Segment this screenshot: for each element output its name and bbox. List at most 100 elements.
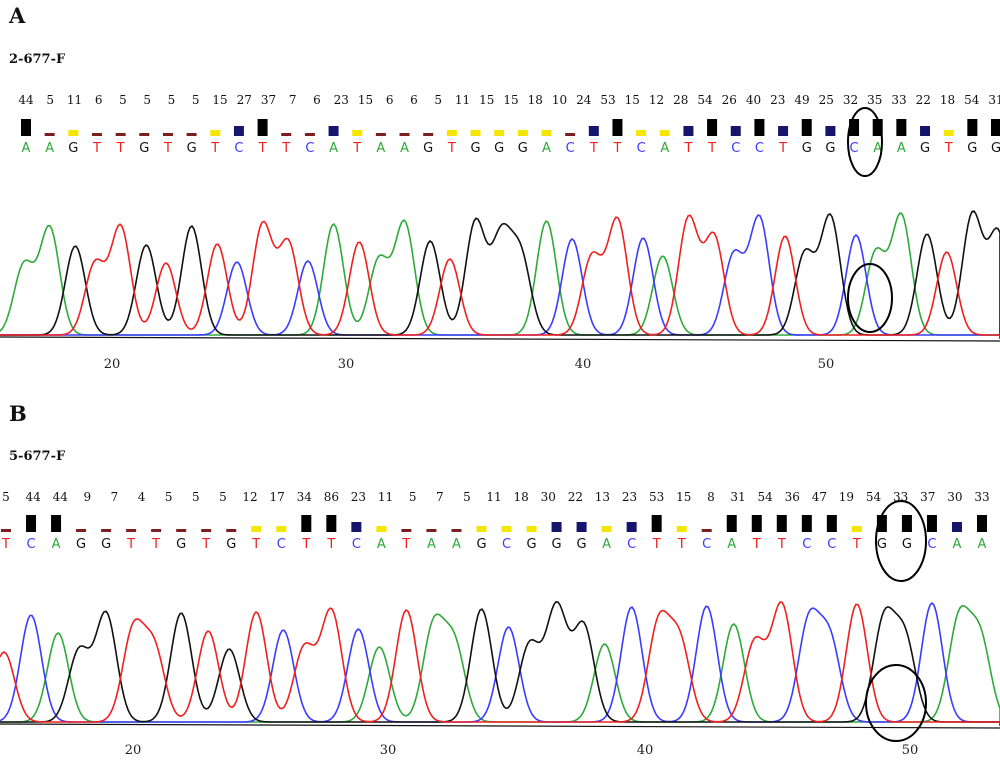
quality-bar bbox=[565, 133, 576, 136]
quality-value: 7 bbox=[436, 490, 444, 504]
axis-tick-label: 20 bbox=[125, 743, 142, 758]
quality-bar bbox=[676, 526, 687, 532]
base-call: C bbox=[802, 537, 811, 552]
quality-value: 37 bbox=[261, 93, 276, 107]
base-call: T bbox=[612, 141, 621, 156]
quality-bar bbox=[701, 529, 712, 532]
panel-b: B 5-677-F 5 44 44 9 7 4 5 5 5 12 17 34 86 23 11 5 7 5 11 18… bbox=[0, 387, 1000, 773]
trace-C bbox=[0, 601, 1000, 726]
base-call: A bbox=[873, 141, 882, 156]
quality-value: 5 bbox=[463, 490, 471, 504]
base-call: G bbox=[101, 537, 111, 552]
quality-value: 53 bbox=[600, 93, 615, 107]
quality-value: 18 bbox=[940, 93, 955, 107]
base-call: G bbox=[423, 141, 433, 156]
quality-bar bbox=[151, 529, 162, 532]
quality-bar bbox=[801, 515, 812, 532]
base-call: C bbox=[277, 537, 286, 552]
quality-value: 25 bbox=[819, 93, 834, 107]
quality-bar bbox=[352, 130, 363, 136]
quality-bar bbox=[726, 515, 737, 532]
quality-bar bbox=[375, 133, 386, 136]
quality-bar bbox=[636, 130, 647, 136]
quality-value: 37 bbox=[920, 490, 935, 504]
quality-bar bbox=[276, 526, 287, 532]
quality-bar bbox=[778, 126, 789, 136]
base-call: A bbox=[45, 141, 54, 156]
quality-bar bbox=[401, 529, 412, 532]
base-call: G bbox=[226, 537, 236, 552]
base-call: G bbox=[552, 537, 562, 552]
quality-bar bbox=[376, 526, 387, 532]
base-call: A bbox=[52, 537, 61, 552]
quality-value: 5 bbox=[165, 490, 173, 504]
base-call: G bbox=[825, 141, 835, 156]
quality-value: 30 bbox=[947, 490, 962, 504]
quality-value: 15 bbox=[212, 93, 227, 107]
base-call: A bbox=[22, 141, 31, 156]
quality-value: 8 bbox=[707, 490, 715, 504]
quality-bar bbox=[139, 133, 150, 136]
quality-value: 54 bbox=[964, 93, 980, 107]
base-call: C bbox=[702, 537, 711, 552]
quality-bar bbox=[801, 119, 812, 136]
base-call: G bbox=[494, 141, 504, 156]
quality-value: 6 bbox=[386, 93, 394, 107]
base-call: T bbox=[652, 537, 661, 552]
quality-bar bbox=[301, 515, 312, 532]
quality-bar bbox=[176, 529, 187, 532]
trace-G bbox=[0, 210, 1000, 339]
quality-value: 6 bbox=[95, 93, 103, 107]
quality-bar bbox=[576, 522, 587, 532]
axis-tick-label: 50 bbox=[818, 357, 835, 372]
quality-value: 12 bbox=[649, 93, 664, 107]
chromatogram-a: 44 5 11 6 5 5 5 5 15 27 37 7 6 23 15 6 6 5 11 15 15 18 10 24 53 1… bbox=[0, 93, 1000, 372]
quality-bar bbox=[626, 522, 637, 532]
quality-bar bbox=[186, 133, 197, 136]
quality-bar bbox=[526, 526, 537, 532]
quality-bar bbox=[351, 522, 362, 532]
quality-value: 7 bbox=[289, 93, 297, 107]
base-call: G bbox=[802, 141, 812, 156]
quality-value: 11 bbox=[378, 490, 393, 504]
base-call: G bbox=[518, 141, 528, 156]
quality-value: 5 bbox=[119, 93, 127, 107]
highlight-circle bbox=[847, 263, 893, 333]
quality-bar bbox=[476, 526, 487, 532]
quality-bar bbox=[423, 133, 434, 136]
quality-bar bbox=[825, 126, 836, 136]
quality-value: 15 bbox=[625, 93, 640, 107]
base-call: A bbox=[376, 141, 385, 156]
quality-value: 11 bbox=[455, 93, 470, 107]
trace-T bbox=[0, 214, 1000, 339]
quality-value: 31 bbox=[988, 93, 1000, 107]
quality-value: 31 bbox=[730, 490, 745, 504]
base-call: A bbox=[377, 537, 386, 552]
base-call: T bbox=[707, 141, 716, 156]
quality-bar bbox=[659, 130, 670, 136]
quality-value: 6 bbox=[410, 93, 418, 107]
quality-bar bbox=[683, 126, 694, 136]
base-call: A bbox=[427, 537, 436, 552]
quality-bar bbox=[612, 119, 623, 136]
base-call: T bbox=[852, 537, 861, 552]
base-call: C bbox=[26, 537, 35, 552]
quality-value: 54 bbox=[697, 93, 713, 107]
quality-bar bbox=[501, 526, 512, 532]
base-call: T bbox=[683, 141, 692, 156]
highlight-circle bbox=[875, 500, 927, 582]
quality-bar bbox=[210, 130, 221, 136]
quality-bar bbox=[226, 529, 237, 532]
quality-value: 44 bbox=[25, 490, 41, 504]
quality-bar bbox=[115, 133, 126, 136]
quality-value: 54 bbox=[757, 490, 773, 504]
quality-value: 13 bbox=[595, 490, 610, 504]
quality-bar bbox=[399, 133, 410, 136]
base-call: G bbox=[991, 141, 1000, 156]
quality-value: 5 bbox=[192, 93, 200, 107]
quality-bar bbox=[304, 133, 315, 136]
quality-bar bbox=[707, 119, 718, 136]
axis-tick-label: 20 bbox=[104, 357, 121, 372]
quality-value: 15 bbox=[503, 93, 518, 107]
base-call: C bbox=[234, 141, 243, 156]
